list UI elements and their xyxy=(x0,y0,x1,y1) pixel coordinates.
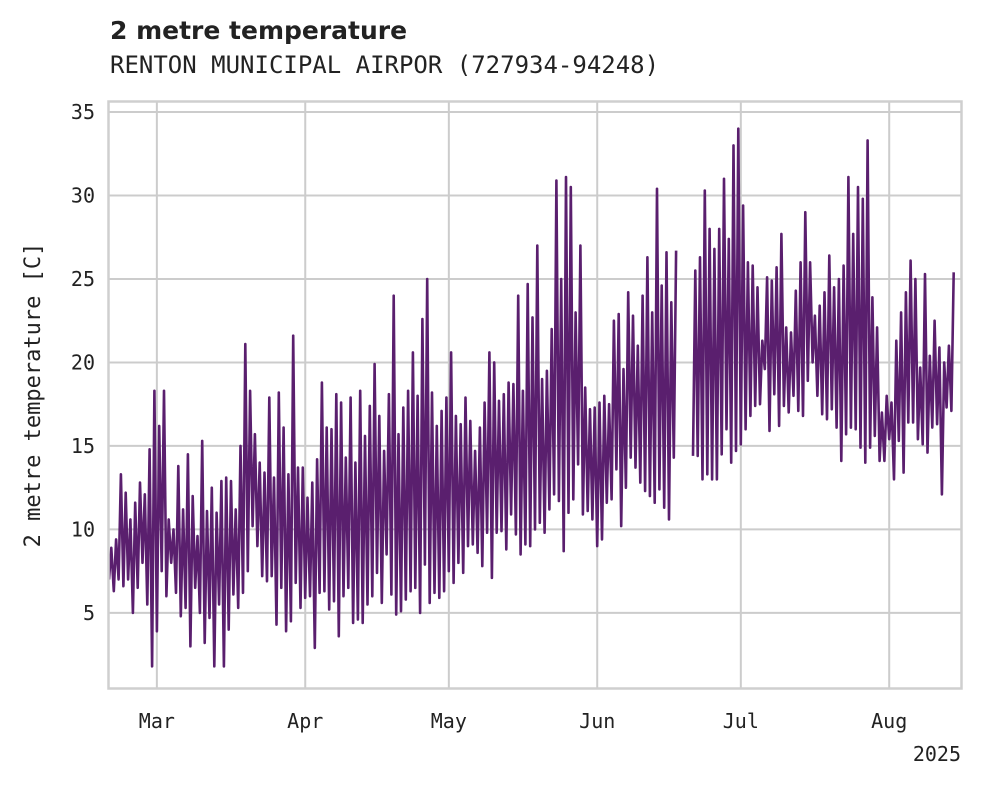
x-tick-label: May xyxy=(431,709,467,733)
y-tick-label: 20 xyxy=(71,350,95,374)
y-tick-label: 25 xyxy=(71,267,95,291)
y-tick-label: 35 xyxy=(71,100,95,124)
chart-title: 2 metre temperature xyxy=(110,16,408,45)
plot-frame xyxy=(107,100,963,690)
x-tick-label: Aug xyxy=(871,709,907,733)
y-axis-label: 2 metre temperature [C] xyxy=(21,243,46,548)
x-tick-label: Apr xyxy=(287,709,323,733)
y-tick-label: 15 xyxy=(71,434,95,458)
temperature-line-segment xyxy=(691,127,955,496)
x-tick-label: Jun xyxy=(579,709,615,733)
chart-subtitle: RENTON MUNICIPAL AIRPOR (727934-94248) xyxy=(110,51,660,79)
y-tick-label: 5 xyxy=(83,601,95,625)
y-tick-label: 30 xyxy=(71,183,95,207)
x-axis-year-label: 2025 xyxy=(913,742,961,766)
x-tick-label: Jul xyxy=(723,709,759,733)
temperature-line-segment xyxy=(107,175,678,668)
x-tick-label: Mar xyxy=(139,709,175,733)
y-tick-label: 10 xyxy=(71,517,95,541)
